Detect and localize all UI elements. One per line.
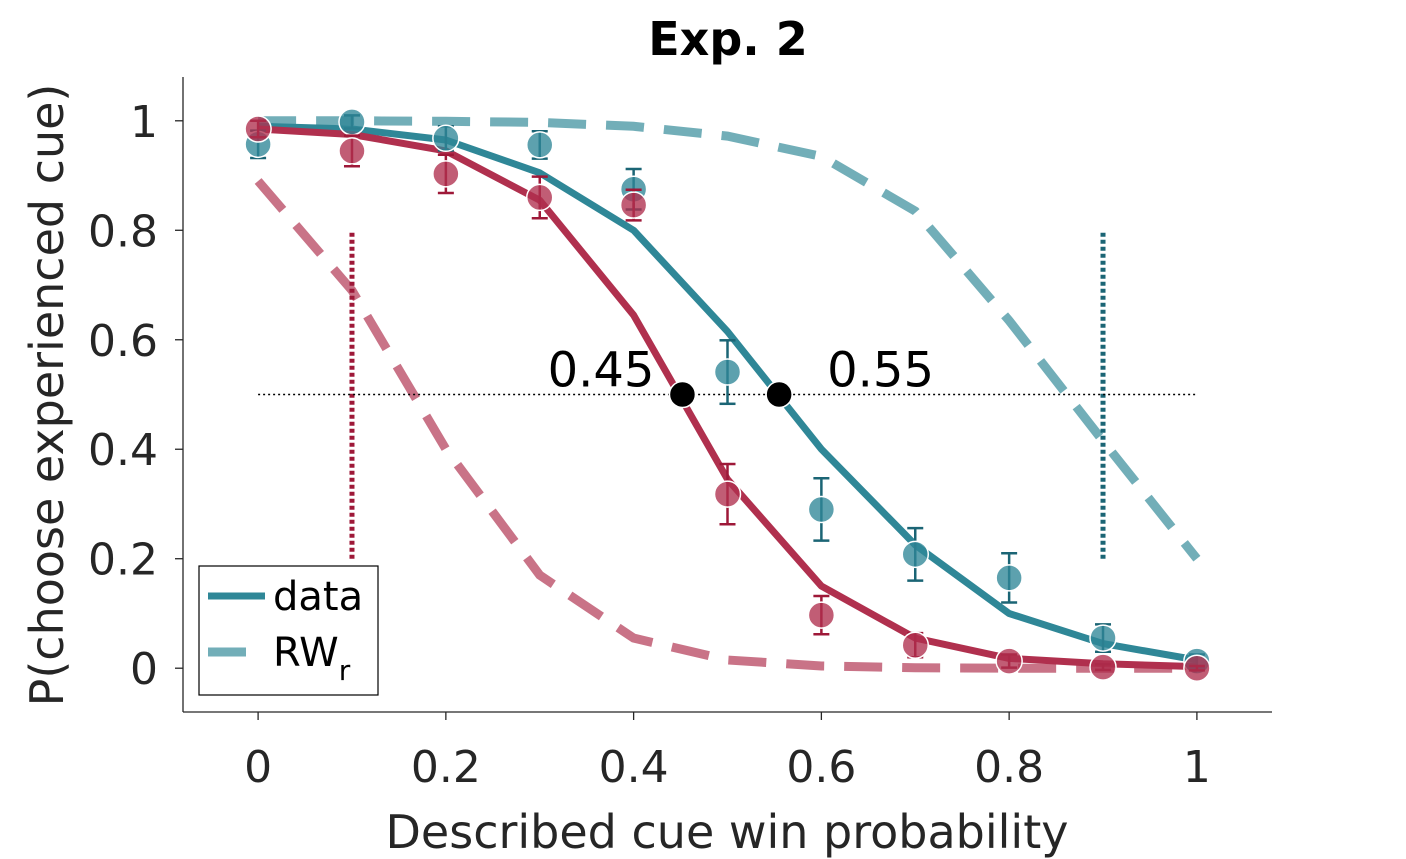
- x-tick-label: 0.6: [786, 742, 856, 793]
- teal-data-point: [807, 495, 836, 524]
- plot-area: 0.45 0.55: [244, 108, 1211, 682]
- y-tick-label: 0.4: [88, 425, 158, 476]
- crimson-data-point: [525, 183, 554, 212]
- y-tick-label: 0.6: [88, 316, 158, 367]
- x-axis-label: Described cue win probability: [386, 805, 1069, 859]
- legend-label-subscript: r: [339, 654, 351, 687]
- x-tick-label: 0.2: [411, 742, 481, 793]
- teal-model-rw-line: [258, 116, 1201, 562]
- legend-box: [198, 565, 379, 696]
- crimson-data-point: [713, 480, 742, 508]
- teal-data-point: [1089, 624, 1117, 652]
- x-tick-label: 0.8: [974, 742, 1044, 793]
- chart-title: Exp. 2: [648, 12, 808, 66]
- crimson-model-rw-line: [254, 178, 1197, 673]
- x-tick-label: 0.4: [599, 742, 669, 793]
- crimson-data-point: [432, 160, 460, 188]
- y-axis-label: P(choose experienced cue): [20, 84, 74, 707]
- teal-data-point: [432, 124, 460, 153]
- teal-data-point: [901, 540, 930, 569]
- teal-data-point: [713, 358, 742, 386]
- teal-data-point: [995, 564, 1023, 592]
- x-tick-label: 1: [1183, 742, 1211, 793]
- crimson-data-point: [1089, 653, 1117, 681]
- crossover-point: [765, 380, 793, 409]
- crimson-data-point: [619, 191, 648, 219]
- y-tick-label: 0: [130, 644, 158, 695]
- y-tick-label: 0.2: [88, 535, 158, 586]
- crimson-data-point: [901, 631, 930, 659]
- teal-data-point: [525, 131, 554, 159]
- crossover-label: 0.45: [548, 343, 655, 399]
- crossover-label: 0.55: [827, 343, 934, 399]
- crimson-data-point: [1183, 654, 1211, 682]
- crimson-data-point: [807, 601, 836, 629]
- crossover-point: [668, 380, 697, 409]
- teal-data-line: [257, 122, 1198, 664]
- legend-label: data: [273, 574, 363, 620]
- crimson-data-point: [244, 115, 272, 143]
- axes: 0 0.2 0.4 0.6 0.8 1 0 0.2 0.4 0.6 0.8 1: [88, 77, 1272, 793]
- crimson-data-point: [995, 647, 1023, 675]
- x-tick-label: 0: [244, 742, 272, 793]
- crimson-data-point: [338, 137, 366, 165]
- y-tick-label: 0.8: [88, 206, 158, 257]
- teal-data-point: [338, 108, 366, 136]
- y-tick-label: 1: [130, 97, 158, 148]
